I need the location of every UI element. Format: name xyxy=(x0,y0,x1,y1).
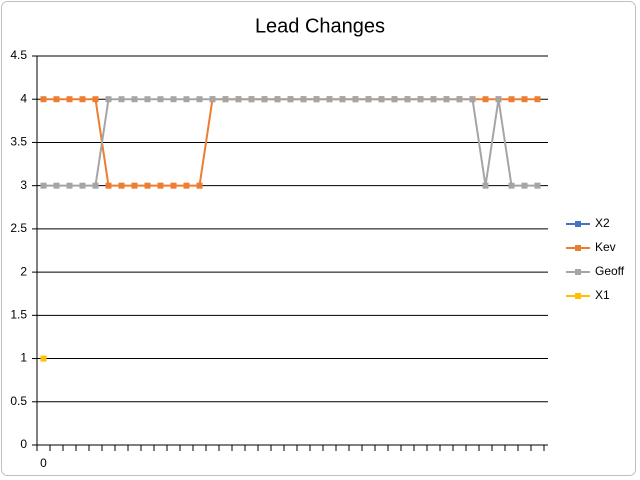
series-marker xyxy=(144,182,151,189)
y-tick-label: 0.5 xyxy=(10,394,27,408)
series-marker xyxy=(365,96,372,103)
series-marker xyxy=(222,96,229,103)
series-marker xyxy=(53,96,60,103)
series-marker xyxy=(105,182,112,189)
legend-label: X1 xyxy=(595,288,610,302)
legend-label: Kev xyxy=(595,240,616,254)
series-marker xyxy=(196,96,203,103)
series-marker xyxy=(92,96,99,103)
series-marker xyxy=(209,96,216,103)
series-marker xyxy=(456,96,463,103)
series-marker xyxy=(196,182,203,189)
series-marker xyxy=(313,96,320,103)
series-marker xyxy=(469,96,476,103)
y-tick-label: 0 xyxy=(20,437,27,451)
series-marker xyxy=(508,96,515,103)
series-marker xyxy=(391,96,398,103)
legend-marker xyxy=(575,269,581,275)
series-marker xyxy=(235,96,242,103)
series-marker xyxy=(339,96,346,103)
series-marker xyxy=(66,96,73,103)
legend-marker xyxy=(575,221,581,227)
series-marker xyxy=(521,182,528,189)
legend-label: X2 xyxy=(595,216,610,230)
series-marker xyxy=(40,96,47,103)
y-tick-label: 1.5 xyxy=(10,308,27,322)
series-marker xyxy=(66,182,73,189)
y-tick-label: 3.5 xyxy=(10,135,27,149)
series-marker xyxy=(92,182,99,189)
series-marker xyxy=(378,96,385,103)
series-marker xyxy=(105,96,112,103)
series-marker xyxy=(508,182,515,189)
y-tick-label: 4.5 xyxy=(10,48,27,62)
y-tick-label: 2.5 xyxy=(10,221,27,235)
series-marker xyxy=(404,96,411,103)
series-marker xyxy=(443,96,450,103)
series-marker xyxy=(79,182,86,189)
series-marker xyxy=(534,182,541,189)
series-marker xyxy=(157,96,164,103)
series-marker xyxy=(430,96,437,103)
x-tick-label: 0 xyxy=(40,456,47,470)
y-tick-label: 2 xyxy=(20,264,27,278)
series-marker xyxy=(482,96,489,103)
series-marker xyxy=(521,96,528,103)
legend-label: Geoff xyxy=(595,264,625,278)
series-marker xyxy=(40,182,47,189)
series-marker xyxy=(144,96,151,103)
series-marker xyxy=(131,96,138,103)
series-marker xyxy=(248,96,255,103)
legend-marker xyxy=(575,293,581,299)
series-marker xyxy=(170,96,177,103)
series-marker xyxy=(261,96,268,103)
chart-title: Lead Changes xyxy=(255,15,385,37)
series-marker xyxy=(40,355,47,362)
y-tick-label: 4 xyxy=(20,91,27,105)
series-marker xyxy=(53,182,60,189)
series-marker xyxy=(131,182,138,189)
series-marker xyxy=(118,182,125,189)
series-marker xyxy=(170,182,177,189)
series-marker xyxy=(157,182,164,189)
series-marker xyxy=(79,96,86,103)
series-marker xyxy=(118,96,125,103)
y-tick-label: 1 xyxy=(20,351,27,365)
legend-marker xyxy=(575,245,581,251)
series-marker xyxy=(495,96,502,103)
y-tick-label: 3 xyxy=(20,178,27,192)
series-marker xyxy=(183,182,190,189)
series-marker xyxy=(482,182,489,189)
series-marker xyxy=(352,96,359,103)
series-marker xyxy=(183,96,190,103)
series-marker xyxy=(417,96,424,103)
series-marker xyxy=(326,96,333,103)
series-marker xyxy=(534,96,541,103)
series-marker xyxy=(300,96,307,103)
series-marker xyxy=(274,96,281,103)
series-marker xyxy=(287,96,294,103)
